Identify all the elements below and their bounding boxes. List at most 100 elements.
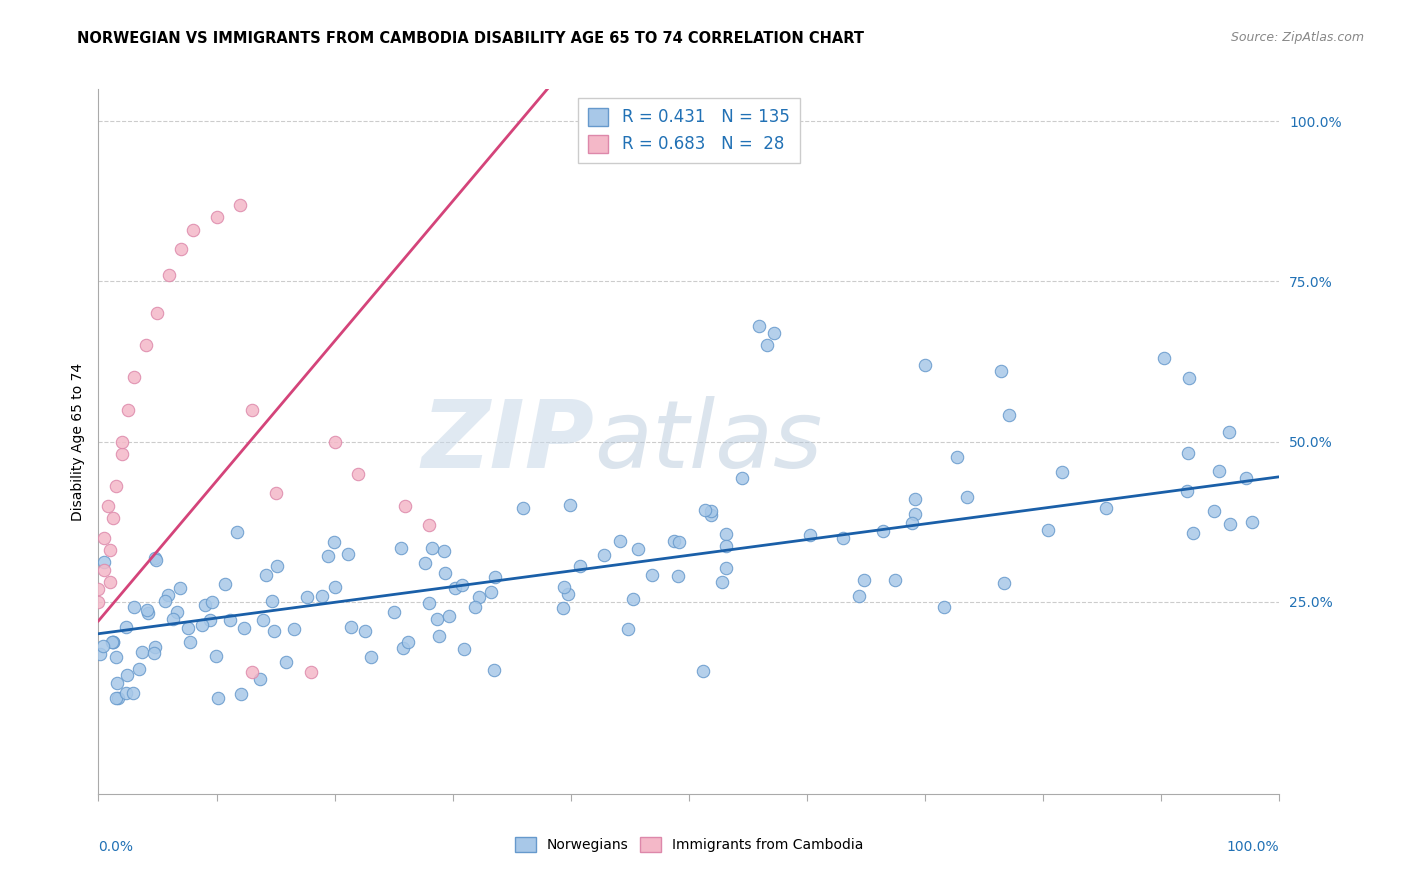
Point: [229, 687, 252, 701]
Point: [115, 620, 138, 634]
Point: [143, 640, 166, 655]
Text: NORWEGIAN VS IMMIGRANTS FROM CAMBODIA DISABILITY AGE 65 TO 74 CORRELATION CHART: NORWEGIAN VS IMMIGRANTS FROM CAMBODIA DI…: [77, 31, 865, 46]
Point: [104, 690, 127, 705]
Point: [551, 601, 574, 615]
Point: [443, 581, 465, 595]
Point: [122, 686, 145, 700]
Point: [433, 566, 456, 581]
Point: [339, 620, 361, 634]
Point: [254, 568, 277, 582]
Point: [170, 243, 193, 257]
Point: [240, 665, 263, 680]
Point: [93, 555, 115, 569]
Point: [101, 635, 124, 649]
Point: [1153, 351, 1175, 366]
Point: [426, 612, 449, 626]
Point: [323, 580, 346, 594]
Point: [1241, 515, 1264, 529]
Point: [468, 590, 491, 604]
Point: [621, 591, 644, 606]
Point: [714, 561, 737, 575]
Point: [218, 613, 240, 627]
Point: [360, 650, 382, 665]
Point: [143, 646, 166, 660]
Point: [156, 589, 179, 603]
Point: [201, 595, 224, 609]
Text: ZIP: ZIP: [422, 395, 595, 488]
Point: [207, 690, 229, 705]
Point: [627, 541, 650, 556]
Point: [143, 550, 166, 565]
Text: Source: ZipAtlas.com: Source: ZipAtlas.com: [1230, 31, 1364, 45]
Point: [104, 649, 127, 664]
Point: [214, 577, 236, 591]
Point: [396, 635, 419, 649]
Point: [87, 582, 110, 596]
Point: [115, 686, 138, 700]
Point: [299, 665, 322, 680]
Point: [122, 599, 145, 614]
Point: [955, 490, 977, 504]
Point: [105, 479, 128, 493]
Point: [558, 498, 581, 512]
Point: [146, 306, 169, 320]
Point: [229, 197, 252, 211]
Point: [93, 563, 115, 577]
Point: [145, 553, 167, 567]
Point: [450, 578, 472, 592]
Point: [662, 534, 685, 549]
Point: [1095, 501, 1118, 516]
Point: [557, 587, 579, 601]
Point: [1218, 425, 1240, 440]
Point: [998, 408, 1021, 422]
Point: [1202, 504, 1225, 518]
Point: [98, 543, 121, 558]
Point: [337, 547, 360, 561]
Point: [692, 664, 714, 678]
Point: [274, 656, 297, 670]
Point: [111, 447, 134, 461]
Point: [157, 268, 180, 282]
Text: atlas: atlas: [595, 396, 823, 487]
Point: [128, 662, 150, 676]
Point: [799, 527, 821, 541]
Point: [297, 590, 319, 604]
Point: [91, 639, 114, 653]
Point: [205, 211, 228, 225]
Point: [177, 621, 200, 635]
Point: [1182, 525, 1205, 540]
Point: [666, 568, 689, 582]
Point: [700, 504, 723, 518]
Point: [848, 589, 870, 603]
Point: [264, 485, 287, 500]
Point: [730, 471, 752, 485]
Point: [714, 540, 737, 554]
Point: [87, 595, 110, 609]
Point: [263, 624, 285, 638]
Point: [122, 370, 145, 384]
Point: [266, 559, 288, 574]
Point: [1178, 371, 1201, 385]
Point: [609, 534, 631, 549]
Point: [512, 501, 534, 516]
Point: [181, 223, 204, 237]
Point: [748, 319, 770, 334]
Point: [93, 531, 115, 545]
Point: [464, 599, 486, 614]
Point: [135, 338, 157, 352]
Point: [439, 609, 461, 624]
Point: [394, 499, 416, 513]
Point: [418, 596, 440, 610]
Point: [872, 524, 894, 538]
Point: [553, 580, 575, 594]
Point: [763, 326, 786, 340]
Point: [205, 648, 228, 663]
Point: [914, 358, 936, 372]
Point: [101, 511, 124, 525]
Point: [198, 613, 221, 627]
Point: [716, 527, 738, 541]
Point: [593, 548, 616, 562]
Point: [904, 507, 927, 521]
Point: [260, 594, 283, 608]
Point: [322, 534, 344, 549]
